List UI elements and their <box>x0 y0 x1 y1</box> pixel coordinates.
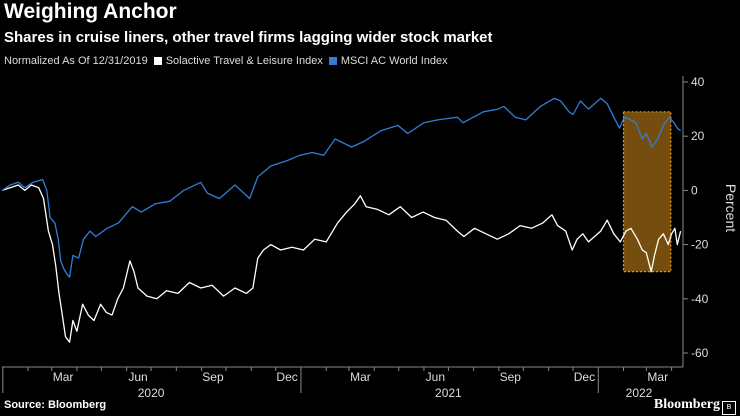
legend-note: Normalized As Of 12/31/2019 <box>4 55 148 67</box>
legend-swatch-travel <box>153 57 162 65</box>
x-tick-label: Jun <box>128 370 147 384</box>
series-line-world <box>1 97 682 278</box>
x-tick-label: Sep <box>202 370 224 384</box>
y-tick-label: 40 <box>691 75 705 89</box>
chart-subtitle: Shares in cruise liners, other travel fi… <box>4 29 493 46</box>
bloomberg-logo: Bloomberg <box>653 397 720 412</box>
series-line-travel <box>1 184 682 343</box>
legend-label-world: MSCI AC World Index <box>340 55 448 67</box>
x-tick-label: Dec <box>574 370 595 384</box>
x-year-label: 2021 <box>435 386 462 400</box>
legend-swatch-world <box>328 57 337 65</box>
x-tick-label: Mar <box>647 370 668 384</box>
chart-title: Weighing Anchor <box>4 0 177 23</box>
legend: Normalized As Of 12/31/2019 Solactive Tr… <box>4 55 448 67</box>
highlight-box <box>622 111 672 273</box>
x-tick-label: Mar <box>350 370 371 384</box>
y-tick-label: 0 <box>691 183 698 197</box>
legend-item-world: MSCI AC World Index <box>323 55 448 67</box>
bloomberg-logo-icon: B <box>722 401 736 415</box>
legend-item-travel: Solactive Travel & Leisure Index <box>148 55 323 67</box>
y-tick-label: -40 <box>691 292 709 306</box>
y-tick-label: 20 <box>691 129 705 143</box>
source-note: Source: Bloomberg <box>4 399 107 411</box>
x-year-label: 2020 <box>138 386 165 400</box>
x-tick-label: Dec <box>276 370 297 384</box>
x-tick-label: Mar <box>53 370 74 384</box>
legend-label-travel: Solactive Travel & Leisure Index <box>165 55 323 67</box>
x-tick-label: Sep <box>500 370 522 384</box>
x-year-label: 2022 <box>626 386 653 400</box>
y-tick-label: -20 <box>691 238 709 252</box>
y-axis-label: Percent <box>723 184 739 232</box>
x-tick-label: Jun <box>426 370 445 384</box>
y-tick-label: -60 <box>691 346 709 360</box>
